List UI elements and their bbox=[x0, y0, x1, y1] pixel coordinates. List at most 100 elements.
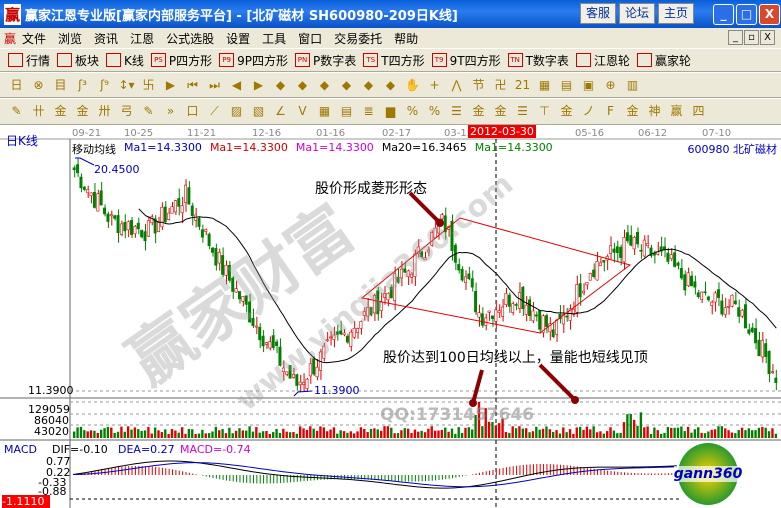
toolbar-button[interactable]: PN P数字表 bbox=[295, 52, 356, 69]
tool-icon[interactable]: ノ bbox=[582, 104, 595, 118]
tool-icon[interactable]: ▤ bbox=[340, 104, 353, 118]
tool-icon[interactable]: 卄 bbox=[32, 104, 45, 118]
tool-icon[interactable]: » bbox=[166, 104, 175, 118]
tool-icon[interactable]: ⊕ bbox=[605, 77, 616, 92]
menu-item[interactable]: 窗口 bbox=[298, 31, 323, 46]
toolbar-button[interactable]: PS P四方形 bbox=[150, 52, 212, 69]
tool-icon[interactable]: ◆ bbox=[385, 77, 396, 92]
tool-icon[interactable]: ◆ bbox=[363, 77, 374, 92]
tool-icon[interactable]: ◆ bbox=[275, 77, 286, 92]
tool-icon[interactable]: ▤ bbox=[560, 77, 573, 92]
tool-icon[interactable]: ✎ bbox=[11, 104, 22, 118]
tool-icon[interactable]: 金 bbox=[54, 104, 67, 118]
tool-icon[interactable]: 日▾ bbox=[10, 77, 23, 98]
tool-icon[interactable]: ✋ bbox=[405, 77, 420, 92]
toolbar-button[interactable]: 板块 bbox=[57, 52, 99, 69]
tool-icon[interactable]: ▧ bbox=[252, 104, 265, 118]
menu-item[interactable]: 浏览 bbox=[58, 31, 83, 46]
tool-icon[interactable]: 金 bbox=[494, 104, 507, 118]
mdi-minimize-button[interactable]: _ bbox=[728, 30, 743, 45]
candle bbox=[126, 221, 130, 231]
tool-icon[interactable]: % bbox=[428, 104, 441, 118]
tool-icon[interactable]: ⏭ bbox=[209, 77, 220, 92]
service-button[interactable]: 客服 bbox=[580, 3, 616, 24]
forum-button[interactable]: 论坛 bbox=[619, 3, 655, 24]
toolbar-button[interactable]: P9 9P四方形 bbox=[219, 52, 288, 69]
tool-icon[interactable]: ▦ bbox=[538, 77, 551, 92]
tool-icon[interactable]: ⟋ bbox=[210, 104, 219, 118]
tool-icon[interactable]: ▣ bbox=[582, 77, 595, 92]
tool-icon[interactable]: ⋀ bbox=[451, 77, 462, 92]
tool-icon[interactable]: 金 bbox=[472, 104, 485, 118]
tool-icon[interactable]: 弓 bbox=[120, 104, 133, 118]
tool-icon[interactable]: 卅 bbox=[98, 104, 111, 118]
tool-icon[interactable]: 金 bbox=[560, 104, 573, 118]
tool-icon[interactable]: ʃ⁹ bbox=[100, 77, 109, 92]
toolbar-button[interactable]: 江恩轮 bbox=[575, 52, 630, 69]
tool-icon[interactable]: ▥ bbox=[626, 77, 639, 92]
tool-icon[interactable]: ∠ bbox=[275, 104, 286, 118]
tool-icon[interactable]: ◆ bbox=[319, 77, 330, 92]
tool-icon[interactable]: ▆ bbox=[385, 104, 396, 118]
tool-icon[interactable]: ▦ bbox=[318, 104, 331, 118]
volume-bar bbox=[437, 430, 440, 438]
tool-icon[interactable]: 神 bbox=[648, 104, 661, 118]
toolbar-button[interactable]: 行情 bbox=[8, 52, 50, 69]
tool-icon[interactable]: 卐 bbox=[142, 77, 155, 92]
toolbar-button[interactable]: TN T数字表 bbox=[507, 52, 569, 69]
dea-line bbox=[72, 462, 677, 488]
mdi-restore-button[interactable]: ▫ bbox=[744, 30, 759, 45]
tool-icon[interactable]: ≣ bbox=[363, 104, 374, 118]
kline-chart[interactable]: 09-21 10-25 11-21 12-16 01-16 02-17 03-15 05-16… bbox=[0, 125, 781, 508]
volume-bar bbox=[487, 421, 491, 438]
tool-icon[interactable]: ⊤ bbox=[539, 104, 550, 118]
tool-icon[interactable]: 赢 bbox=[670, 104, 683, 118]
tool-icon[interactable]: 卍 bbox=[494, 77, 507, 92]
menu-item[interactable]: 工具 bbox=[262, 31, 287, 46]
tool-icon[interactable]: 21 bbox=[514, 77, 531, 92]
close-button[interactable]: X bbox=[759, 4, 780, 25]
toolbar-button[interactable]: 赢家轮 bbox=[636, 52, 691, 69]
menu-item[interactable]: 帮助 bbox=[394, 31, 419, 46]
tool-icon[interactable]: F bbox=[607, 104, 614, 118]
tool-icon[interactable]: ⏮ bbox=[187, 77, 198, 92]
tool-icon[interactable]: ⊗ bbox=[33, 77, 44, 92]
menu-item[interactable]: 江恩 bbox=[130, 31, 155, 46]
menu-item[interactable]: 设置 bbox=[226, 31, 251, 46]
menu-item[interactable]: 公式选股 bbox=[166, 31, 215, 46]
menu-item[interactable]: 交易委托 bbox=[334, 31, 383, 46]
tool-icon[interactable]: ↕▾ bbox=[118, 77, 135, 92]
home-button[interactable]: 主页 bbox=[658, 3, 694, 24]
tool-icon[interactable]: 口 bbox=[186, 104, 199, 118]
minimize-button[interactable]: _ bbox=[713, 4, 734, 25]
tool-icon[interactable]: ◆ bbox=[297, 77, 308, 92]
toolbar-button[interactable]: K线 bbox=[106, 52, 144, 69]
mdi-close-button[interactable]: X bbox=[760, 30, 775, 45]
tool-icon[interactable]: % bbox=[406, 104, 419, 118]
toolbar-button[interactable]: TS T四方形 bbox=[363, 52, 425, 69]
tool-icon[interactable]: 目 bbox=[54, 77, 67, 92]
maximize-button[interactable]: □ bbox=[736, 4, 757, 25]
tool-icon[interactable]: 四 bbox=[692, 104, 705, 118]
menu-bar: 赢文件 浏览 资讯 江恩 公式选股 设置 工具 窗口 交易委托 帮助 bbox=[0, 28, 781, 48]
tool-icon[interactable]: V bbox=[298, 104, 307, 118]
tool-icon[interactable]: 金 bbox=[626, 104, 639, 118]
tool-icon[interactable]: ▨ bbox=[230, 104, 243, 118]
tool-icon[interactable]: ☰ bbox=[517, 104, 528, 118]
volume-bar bbox=[379, 430, 383, 438]
volume-bar bbox=[659, 433, 663, 438]
menu-item[interactable]: 文件 bbox=[22, 31, 47, 46]
tool-icon[interactable]: 节 bbox=[472, 77, 485, 92]
chart-canvas[interactable]: 09-21 10-25 11-21 12-16 01-16 02-17 03-15 05-16… bbox=[0, 125, 781, 508]
tool-icon[interactable]: ☰ bbox=[451, 104, 462, 118]
tool-icon[interactable]: ʃ³ bbox=[78, 77, 87, 92]
toolbar-button[interactable]: T9 9T四方形 bbox=[431, 52, 501, 69]
tool-icon[interactable]: ▶ bbox=[165, 77, 176, 92]
tool-icon[interactable]: ▶ bbox=[253, 77, 264, 92]
menu-item[interactable]: 资讯 bbox=[94, 31, 119, 46]
tool-icon[interactable]: ✎ bbox=[143, 104, 154, 118]
tool-icon[interactable]: 金 bbox=[76, 104, 89, 118]
tool-icon[interactable]: + bbox=[429, 77, 440, 92]
tool-icon[interactable]: ◆ bbox=[341, 77, 352, 92]
tool-icon[interactable]: ◀ bbox=[231, 77, 242, 92]
